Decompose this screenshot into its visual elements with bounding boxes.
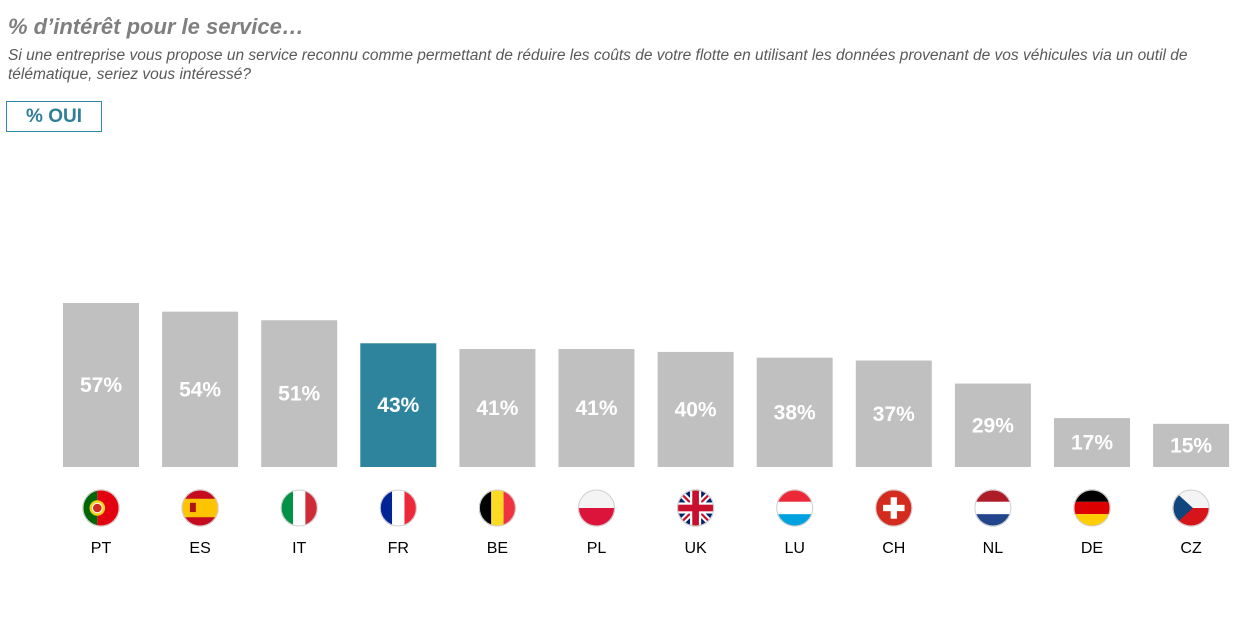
bar-pl [558, 349, 635, 467]
flag-outline [82, 489, 120, 527]
czech-flag-icon [1172, 489, 1210, 527]
chart-subtitle: Si une entreprise vous propose un servic… [8, 47, 1188, 83]
switzerland-flag-icon [875, 489, 913, 527]
bar-ch [855, 360, 932, 467]
bar-lu [756, 357, 833, 467]
flag-outline [875, 489, 913, 527]
flag-outline [974, 489, 1012, 527]
flag-outline [1073, 489, 1111, 527]
spain-flag-icon [181, 489, 219, 527]
category-label-lu: LU [784, 540, 804, 557]
flag-outline [478, 489, 516, 527]
bar-de [1054, 418, 1130, 467]
flag-outline [181, 489, 219, 527]
value-label-cz: 15% [1170, 434, 1212, 457]
bar-uk [657, 351, 734, 467]
value-label-it: 51% [278, 383, 320, 406]
value-label-be: 41% [476, 397, 518, 420]
chart-title: % d’intérêt pour le service… [8, 14, 304, 39]
bar-es [162, 311, 239, 467]
flag-outline [677, 489, 715, 527]
value-label-pl: 41% [575, 397, 617, 420]
bar-be [459, 349, 536, 467]
bar-it [261, 320, 338, 467]
oui-badge: % OUI [6, 101, 102, 132]
category-label-be: BE [487, 540, 508, 557]
category-label-pl: PL [587, 540, 607, 557]
bar-cz [1153, 423, 1230, 467]
category-label-fr: FR [388, 540, 409, 557]
poland-flag-icon [578, 489, 615, 527]
value-label-de: 17% [1071, 432, 1113, 455]
bar-nl [954, 383, 1031, 467]
value-label-pt: 57% [80, 374, 122, 397]
flag-outline [776, 489, 814, 527]
flag-outline [1172, 489, 1210, 527]
value-label-lu: 38% [774, 401, 816, 424]
flag-outline [280, 489, 318, 527]
category-label-it: IT [292, 540, 306, 557]
category-label-uk: UK [684, 540, 707, 557]
bar-fr [360, 343, 437, 467]
value-label-nl: 29% [972, 414, 1014, 437]
value-label-es: 54% [179, 378, 221, 401]
bar-pt [63, 303, 139, 467]
category-label-de: DE [1081, 540, 1103, 557]
category-label-pt: PT [91, 540, 112, 557]
flag-outline [578, 489, 615, 527]
category-label-cz: CZ [1180, 540, 1202, 557]
flag-outline [379, 489, 417, 527]
value-label-uk: 40% [675, 398, 717, 421]
category-label-ch: CH [882, 540, 905, 557]
category-label-es: ES [189, 540, 210, 557]
portugal-flag-icon [82, 489, 120, 527]
value-label-fr: 43% [377, 394, 419, 417]
uk-flag-icon [677, 489, 715, 527]
value-label-ch: 37% [873, 403, 915, 426]
category-label-nl: NL [983, 540, 1004, 557]
